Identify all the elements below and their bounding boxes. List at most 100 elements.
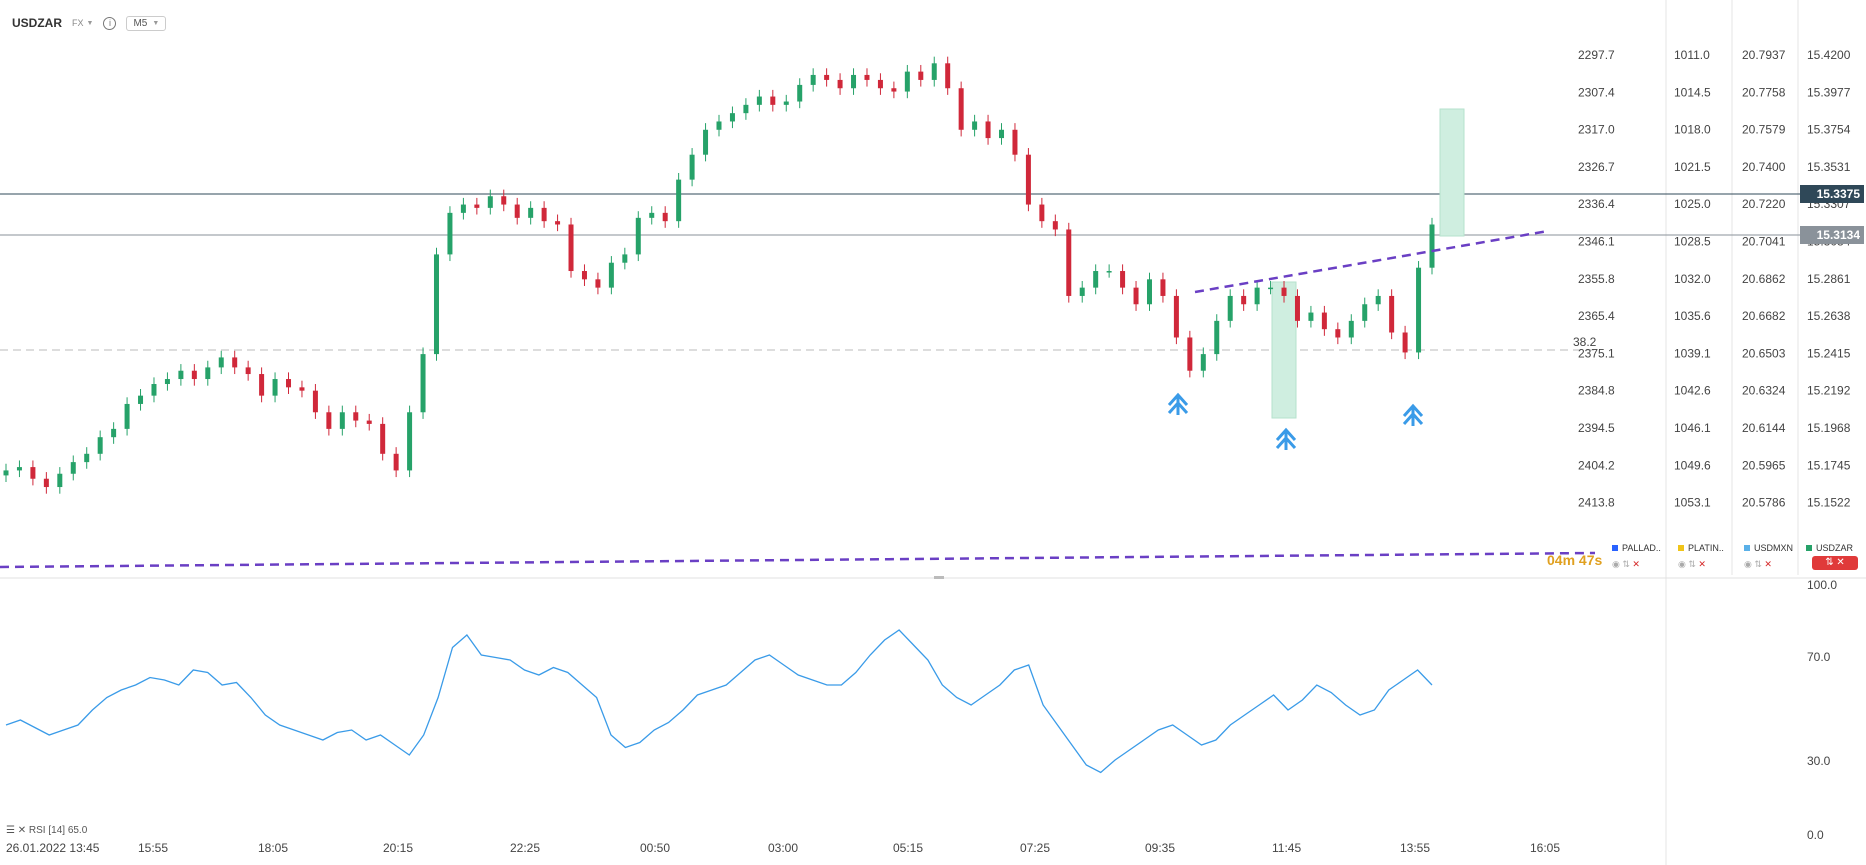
legend-item-platin[interactable]: PLATIN.. ◉ ⇅ ✕ — [1678, 543, 1724, 570]
candle[interactable] — [756, 96, 762, 105]
candle[interactable] — [124, 403, 130, 429]
candle[interactable] — [716, 121, 722, 130]
candle[interactable] — [299, 387, 305, 391]
candle[interactable] — [1039, 204, 1045, 222]
candle[interactable] — [70, 462, 76, 474]
candle[interactable] — [649, 212, 655, 218]
candle[interactable] — [407, 412, 413, 471]
candle[interactable] — [1066, 229, 1072, 296]
candle[interactable] — [420, 354, 426, 413]
candle[interactable] — [824, 74, 830, 80]
candle[interactable] — [1268, 287, 1274, 290]
candle[interactable] — [783, 101, 789, 105]
candle[interactable] — [1106, 271, 1112, 273]
candle[interactable] — [918, 71, 924, 80]
candle[interactable] — [622, 254, 628, 263]
candle[interactable] — [1281, 287, 1287, 296]
candle[interactable] — [985, 121, 991, 139]
candle[interactable] — [1362, 304, 1368, 321]
pane-resize-handle[interactable] — [934, 576, 944, 579]
candle[interactable] — [232, 357, 238, 368]
candle[interactable] — [1389, 295, 1395, 333]
candle[interactable] — [1120, 271, 1126, 288]
candle[interactable] — [541, 207, 547, 222]
candle[interactable] — [729, 113, 735, 122]
candle[interactable] — [111, 428, 117, 438]
candle[interactable] — [433, 254, 439, 355]
legend-controls[interactable]: ◉ ⇅ ✕ — [1678, 559, 1706, 569]
candle[interactable] — [460, 204, 466, 213]
candle[interactable] — [743, 104, 749, 114]
candle[interactable] — [595, 279, 601, 288]
candle[interactable] — [43, 478, 49, 488]
candle[interactable] — [1321, 312, 1327, 330]
candle[interactable] — [380, 423, 386, 454]
close-position-button[interactable]: ⇅ ✕ — [1812, 556, 1858, 570]
candle[interactable] — [972, 121, 978, 130]
up-arrow-icon[interactable] — [1275, 427, 1297, 450]
legend-item-usdmxn[interactable]: USDMXN ◉ ⇅ ✕ — [1744, 543, 1793, 570]
candle[interactable] — [1200, 354, 1206, 371]
up-arrow-icon[interactable] — [1167, 392, 1189, 415]
candle[interactable] — [286, 379, 292, 388]
support-trendline[interactable] — [0, 551, 1596, 569]
candle[interactable] — [218, 357, 224, 368]
candle[interactable] — [245, 367, 251, 375]
candle[interactable] — [864, 74, 870, 80]
candle[interactable] — [837, 79, 843, 89]
candle[interactable] — [797, 84, 803, 102]
candle[interactable] — [1214, 320, 1220, 355]
candle[interactable] — [1402, 332, 1408, 353]
candle[interactable] — [1335, 329, 1341, 338]
candle[interactable] — [1375, 295, 1381, 305]
candle[interactable] — [16, 467, 22, 471]
candle[interactable] — [689, 154, 695, 180]
candle[interactable] — [138, 395, 144, 404]
candle[interactable] — [339, 412, 345, 429]
candle[interactable] — [366, 420, 372, 424]
candle[interactable] — [568, 224, 574, 272]
legend-item-usdzar[interactable]: USDZAR — [1806, 543, 1853, 553]
candle[interactable] — [608, 262, 614, 288]
up-arrow-icon[interactable] — [1402, 403, 1424, 426]
candle[interactable] — [514, 204, 520, 218]
candle[interactable] — [84, 453, 90, 463]
candle[interactable] — [931, 63, 937, 80]
candle[interactable] — [1227, 295, 1233, 321]
candle[interactable] — [958, 88, 964, 130]
candle[interactable] — [555, 221, 561, 225]
candle[interactable] — [1025, 154, 1031, 205]
candle[interactable] — [272, 379, 278, 396]
candle[interactable] — [1416, 267, 1422, 353]
candle[interactable] — [164, 379, 170, 385]
candle[interactable] — [770, 96, 776, 105]
candle[interactable] — [1348, 320, 1354, 338]
candle[interactable] — [1308, 312, 1314, 321]
candle[interactable] — [1187, 337, 1193, 371]
candle[interactable] — [393, 453, 399, 471]
highlight-box[interactable] — [1271, 281, 1297, 419]
candle[interactable] — [635, 217, 641, 255]
info-icon[interactable]: i — [103, 16, 117, 30]
candle[interactable] — [1254, 287, 1260, 305]
candle[interactable] — [1079, 287, 1085, 296]
candle[interactable] — [1294, 295, 1300, 321]
legend-controls[interactable]: ◉ ⇅ ✕ — [1612, 559, 1640, 569]
candle[interactable] — [999, 129, 1005, 139]
rsi-line[interactable] — [5, 629, 1433, 774]
candle[interactable] — [151, 384, 157, 396]
candle[interactable] — [57, 473, 63, 488]
candle[interactable] — [1012, 129, 1018, 155]
candle[interactable] — [3, 470, 9, 476]
candle[interactable] — [1429, 224, 1435, 268]
candle[interactable] — [703, 129, 709, 155]
candle[interactable] — [581, 271, 587, 280]
symbol-label[interactable]: USDZAR — [12, 16, 62, 30]
candle[interactable] — [1160, 279, 1166, 296]
candle[interactable] — [810, 74, 816, 85]
target-box[interactable] — [1439, 108, 1465, 237]
candle[interactable] — [1093, 271, 1099, 288]
candle[interactable] — [487, 196, 493, 208]
candle[interactable] — [891, 88, 897, 92]
